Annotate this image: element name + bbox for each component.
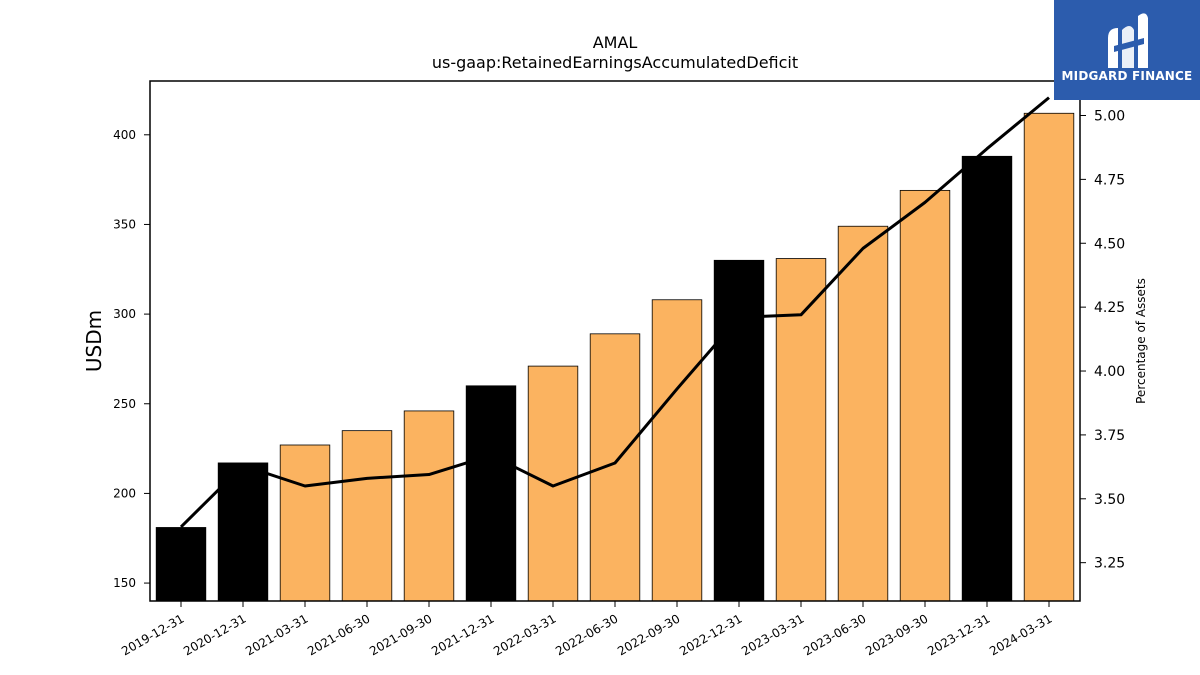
bar-2020-12-31 xyxy=(217,462,269,602)
logo-text: MIDGARD FINANCE xyxy=(1061,69,1193,83)
y2-tick-label: 4.50 xyxy=(1094,236,1125,252)
bar-2021-09-30 xyxy=(403,410,455,602)
line-group xyxy=(179,96,1050,528)
chart-title: AMAL xyxy=(593,33,638,52)
percentage-line xyxy=(179,96,1050,528)
midgard-m-logo-icon xyxy=(1108,13,1148,68)
x-tick-label: 2023-03-31 xyxy=(739,611,806,658)
y2-tick-label: 4.00 xyxy=(1094,364,1125,380)
bar-2022-09-30 xyxy=(651,299,703,602)
bar-2019-12-31 xyxy=(155,527,207,602)
bar-2022-03-31 xyxy=(527,365,579,602)
bar-2021-06-30 xyxy=(341,430,393,602)
x-tick-label: 2023-09-30 xyxy=(863,611,930,658)
x-tick-label: 2022-12-31 xyxy=(677,611,744,658)
y2-tick-label: 5.00 xyxy=(1094,108,1125,124)
bar-2022-06-30 xyxy=(589,333,641,602)
x-tick-label: 2023-06-30 xyxy=(801,611,868,658)
x-tick-label: 2020-12-31 xyxy=(181,611,248,658)
bar-2023-09-30 xyxy=(899,189,951,602)
bar-2023-06-30 xyxy=(837,225,889,602)
bar-2023-03-31 xyxy=(775,258,827,602)
y-tick-label: 200 xyxy=(113,486,136,500)
y2-tick-label: 4.25 xyxy=(1094,300,1125,316)
x-tick-label: 2022-03-31 xyxy=(491,611,558,658)
x-tick-label: 2021-06-30 xyxy=(305,611,372,658)
y-tick-label: 400 xyxy=(113,128,136,142)
y-tick-label: 350 xyxy=(113,217,136,231)
y-tick-label: 300 xyxy=(113,307,136,321)
y2-tick-label: 3.75 xyxy=(1094,428,1125,444)
x-tick-label: 2022-06-30 xyxy=(553,611,620,658)
x-tick-label: 2024-03-31 xyxy=(987,611,1054,658)
x-tick-label: 2021-12-31 xyxy=(429,611,496,658)
bar-2022-12-31 xyxy=(713,259,765,602)
y-tick-label: 150 xyxy=(113,576,136,590)
y2-tick-label: 3.25 xyxy=(1094,556,1125,572)
y-axis-label: USDm xyxy=(82,310,106,372)
x-tick-label: 2023-12-31 xyxy=(925,611,992,658)
x-tick-label: 2021-03-31 xyxy=(243,611,310,658)
x-tick-label: 2019-12-31 xyxy=(119,611,186,658)
y2-tick-label: 3.50 xyxy=(1094,492,1125,508)
x-tick-label: 2021-09-30 xyxy=(367,611,434,658)
bar-2021-03-31 xyxy=(279,444,331,602)
y2-axis-label: Percentage of Assets xyxy=(1134,278,1148,404)
y-tick-label: 250 xyxy=(113,397,136,411)
x-tick-label: 2022-09-30 xyxy=(615,611,682,658)
bar-2021-12-31 xyxy=(465,385,517,602)
bars-group xyxy=(155,112,1075,602)
y2-tick-label: 4.75 xyxy=(1094,172,1125,188)
bar-2023-12-31 xyxy=(961,155,1013,602)
bar-2024-03-31 xyxy=(1023,112,1075,602)
chart-subtitle: us-gaap:RetainedEarningsAccumulatedDefic… xyxy=(432,53,798,72)
